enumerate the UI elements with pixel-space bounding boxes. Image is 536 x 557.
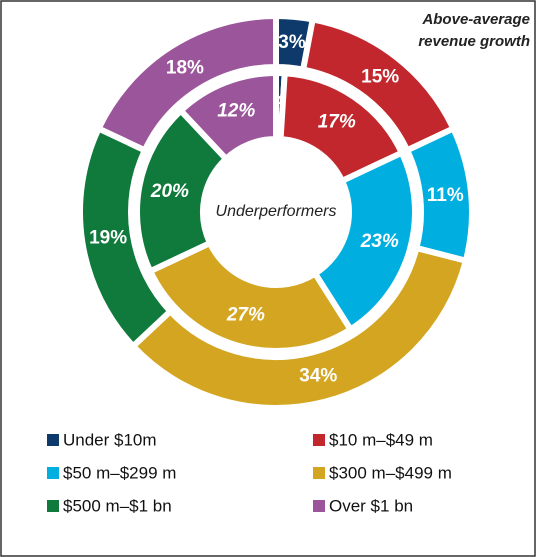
donut-segment <box>176 69 279 164</box>
value-label: 3% <box>278 32 306 53</box>
value-label: 23% <box>360 231 399 252</box>
legend-swatch <box>313 500 325 512</box>
ring-label: revenue growth <box>418 33 530 50</box>
value-label: 15% <box>361 67 399 88</box>
donut-segment <box>128 244 470 411</box>
donut-segment <box>146 239 355 354</box>
value-label: 17% <box>318 112 356 133</box>
legend-swatch <box>47 467 59 479</box>
ring-label: Underperformers <box>216 203 337 220</box>
value-label: 12% <box>217 101 255 122</box>
donut-segment <box>277 70 406 185</box>
legend-swatch <box>47 434 59 446</box>
legend-label: Over $1 bn <box>329 496 413 515</box>
value-label: 20% <box>150 181 189 202</box>
legend-label: $50 m–$299 m <box>63 463 176 482</box>
legend-label: $300 m–$499 m <box>329 463 452 482</box>
ring-label: Above-average <box>421 11 530 28</box>
donut-segment <box>94 12 279 155</box>
legend-label: $500 m–$1 bn <box>63 496 172 515</box>
legend-swatch <box>47 500 59 512</box>
donut-segment <box>134 106 231 276</box>
value-label: 19% <box>89 228 127 249</box>
value-label: 18% <box>166 57 204 78</box>
value-label: 11% <box>427 185 464 206</box>
legend-label: Under $10m <box>63 430 157 449</box>
legend-swatch <box>313 467 325 479</box>
legend-label: $10 m–$49 m <box>329 430 433 449</box>
donut-segment <box>310 148 418 334</box>
value-label: 34% <box>299 366 337 387</box>
legend-swatch <box>313 434 325 446</box>
value-label: 27% <box>226 305 265 326</box>
